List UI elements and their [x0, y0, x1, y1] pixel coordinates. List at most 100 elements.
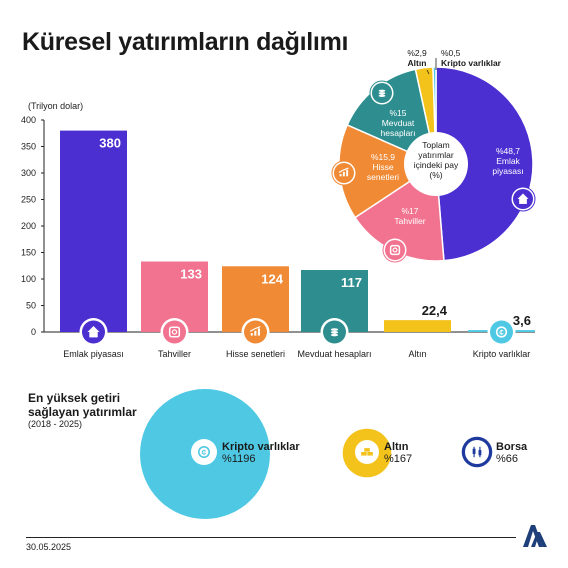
- crypto-coin-icon: ₵: [198, 445, 211, 458]
- y-tick-label: 100: [21, 274, 36, 284]
- bond-frame: [389, 244, 401, 256]
- stock-trend: [338, 167, 349, 173]
- candle-body: [472, 448, 476, 454]
- bond-icon: [168, 326, 181, 338]
- pie-slice-label: %2,9: [407, 48, 427, 58]
- coin: [330, 333, 339, 337]
- y-tick-label: 150: [21, 248, 36, 258]
- bond-seal: [392, 247, 398, 253]
- coin-ring: [198, 445, 211, 458]
- candlestick-icon: [472, 446, 482, 458]
- coin-symbol: ₵: [202, 448, 207, 456]
- pie-slice-label: %15,9: [371, 152, 395, 162]
- bar-value-label: 22,4: [422, 303, 448, 318]
- y-tick-label: 200: [21, 221, 36, 231]
- stock-bar: [342, 171, 345, 177]
- category-label: Altın: [408, 349, 426, 359]
- house-roof: [517, 193, 529, 199]
- crypto-coin-icon: ₵: [495, 326, 508, 338]
- return-value: %1196: [222, 453, 256, 465]
- house-roof: [87, 326, 100, 332]
- house-icon: [517, 193, 529, 204]
- return-value: %167: [384, 453, 413, 465]
- y-tick-label: 300: [21, 168, 36, 178]
- stock-bar: [250, 333, 253, 336]
- gold-bar: [364, 448, 370, 452]
- return-value: %66: [496, 453, 519, 465]
- pie-icon-badge-inner: [385, 240, 405, 260]
- category-label: Tahviller: [158, 349, 191, 359]
- house-body: [89, 332, 98, 338]
- bar: [384, 320, 451, 332]
- stock-chart-icon: [249, 326, 261, 336]
- stock-bar: [257, 328, 260, 336]
- pie-slice-label: %0,5: [441, 48, 461, 58]
- bar-value-label: 3,6: [513, 313, 531, 328]
- return-label-gold: Altın %167: [384, 441, 412, 465]
- house-body: [519, 199, 527, 204]
- pie-slice-name: Kripto varlıklar: [441, 58, 502, 68]
- y-tick-label: 350: [21, 142, 36, 152]
- gold-bars-icon: [361, 448, 373, 456]
- category-label: Kripto varlıklar: [473, 349, 531, 359]
- bar-series: 380 Emlak piyasası 133 Tahviller 124 Hisse se…: [60, 130, 535, 359]
- return-name: Borsa: [496, 441, 528, 453]
- pie-slice-label: %48,7: [496, 146, 520, 156]
- pie-slice-name: Hisse: [372, 162, 394, 172]
- pie-slice-name: piyasası: [492, 166, 523, 176]
- coin-stack-icon: [378, 89, 386, 97]
- stock-bar: [254, 330, 257, 336]
- pie-slice-name: Altın: [408, 58, 427, 68]
- pie-slice-label: %15: [389, 108, 406, 118]
- bond-seal: [171, 329, 178, 335]
- return-name: Kripto varlıklar: [222, 441, 300, 453]
- pie-center-label: yatırımlar: [418, 150, 454, 160]
- leader-line: [426, 69, 430, 75]
- candle-body: [478, 450, 482, 456]
- stock-bar: [339, 174, 342, 177]
- return-icon-badge: [465, 440, 489, 464]
- category-label: Emlak piyasası: [63, 349, 124, 359]
- coin-ring: [495, 326, 508, 338]
- page-title: Küresel yatırımların dağılımı: [22, 28, 349, 56]
- return-icon-badge: [355, 440, 379, 464]
- pie-center-label: (%): [429, 170, 442, 180]
- pie-slice-name: Emlak: [496, 156, 520, 166]
- pie-slice-name: hesapları: [381, 128, 416, 138]
- stock-bar: [346, 169, 349, 177]
- coin: [378, 94, 386, 97]
- pie-slice-name: Mevduat: [382, 118, 415, 128]
- y-tick-label: 250: [21, 195, 36, 205]
- pie-center: [404, 132, 468, 196]
- pie-slice-label: %17: [401, 206, 418, 216]
- category-label: Mevduat hesapları: [297, 349, 371, 359]
- house-icon: [87, 326, 100, 338]
- aa-logo-icon: [523, 525, 547, 547]
- return-icon-badge: [191, 439, 217, 465]
- coin-stack-icon: [330, 328, 339, 337]
- y-tick-label: 0: [31, 327, 36, 337]
- icon-badge: [490, 320, 513, 344]
- returns-title: En yüksek getiri sağlayan yatırımlar: [28, 391, 137, 419]
- gold-bar: [361, 452, 367, 456]
- bubble-chart: ₵: [140, 389, 493, 519]
- coin: [378, 92, 386, 95]
- bar-value-label: 133: [180, 267, 202, 282]
- returns-range: (2018 - 2025): [28, 419, 83, 429]
- y-tick-label: 400: [21, 115, 36, 125]
- pie-slice-name: Tahviller: [394, 216, 425, 226]
- pie-center-label: içindeki pay: [414, 160, 459, 170]
- y-unit-label: (Trilyon dolar): [28, 101, 84, 111]
- coin: [330, 330, 339, 334]
- coin: [378, 89, 386, 93]
- footer-divider: [26, 537, 516, 538]
- return-label-crypto: Kripto varlıklar %1196: [222, 441, 300, 465]
- icon-badge: [163, 320, 186, 344]
- bond-icon: [389, 244, 401, 256]
- bar-value-label: 124: [261, 271, 283, 286]
- coin: [330, 328, 339, 331]
- pie-slice-name: senetleri: [367, 172, 399, 182]
- bar: [60, 130, 127, 332]
